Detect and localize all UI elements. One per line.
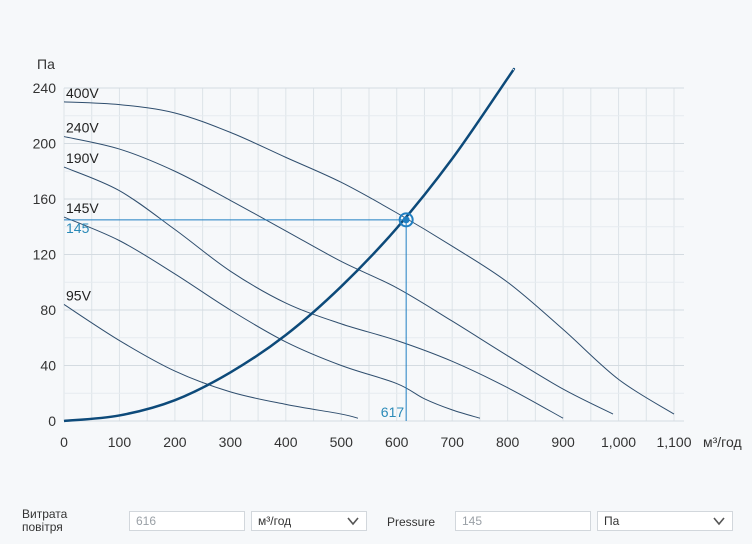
series-label-240V: 240V <box>66 120 99 136</box>
series-label-400V: 400V <box>66 85 99 101</box>
operating-point-ring <box>398 212 414 228</box>
x-tick-label: 700 <box>441 434 465 450</box>
fan-curve-240V-line <box>63 136 614 415</box>
fan-curve-400V-line <box>63 101 675 415</box>
series-label-95V: 95V <box>66 287 92 303</box>
x-tick-label: 400 <box>274 434 298 450</box>
pressure-unit-value: Па <box>604 514 620 528</box>
x-axis-label: м³/год <box>703 434 742 450</box>
fan-curve-190V-line <box>63 166 564 419</box>
y-tick-label: 240 <box>33 80 57 96</box>
x-tick-label: 1,100 <box>656 434 691 450</box>
airflow-input[interactable]: 616 <box>129 511 245 531</box>
pressure-unit-select[interactable]: Па <box>597 511 733 531</box>
x-tick-label: 500 <box>330 434 354 450</box>
x-tick-label: 600 <box>385 434 409 450</box>
operating-point-x-label: 617 <box>381 404 405 420</box>
y-tick-label: 160 <box>33 191 57 207</box>
chevron-down-icon <box>713 517 725 526</box>
x-tick-label: 100 <box>108 434 132 450</box>
series-label-145V: 145V <box>66 200 99 216</box>
x-tick-label: 900 <box>551 434 575 450</box>
y-tick-label: 0 <box>48 413 56 429</box>
operating-point-dot <box>402 216 410 224</box>
airflow-unit-value: м³/год <box>258 514 292 528</box>
fan-curve-145V-line <box>63 216 481 419</box>
chevron-down-icon <box>347 517 359 526</box>
system-curve-line <box>63 67 516 423</box>
x-tick-label: 0 <box>60 434 68 450</box>
series-label-190V: 190V <box>66 150 99 166</box>
x-tick-label: 300 <box>219 434 243 450</box>
fan-curve-95V-line <box>63 304 359 419</box>
airflow-label: Витрата повітря <box>22 507 68 534</box>
pressure-label: Pressure <box>387 515 436 529</box>
x-tick-label: 800 <box>496 434 520 450</box>
y-axis-label: Па <box>37 56 55 72</box>
y-tick-label: 80 <box>40 302 56 318</box>
y-tick-label: 200 <box>33 136 57 152</box>
x-tick-label: 1,000 <box>601 434 636 450</box>
controls-bar: Витрата повітря 616 м³/год Pressure 145 … <box>0 505 752 541</box>
fan-performance-chart: 0 100 200 300 400 500 600 700 800 900 1,000 1,100 0 4… <box>33 56 742 450</box>
airflow-unit-select[interactable]: м³/год <box>251 511 367 531</box>
operating-point-y-label: 145 <box>66 220 90 236</box>
pressure-input[interactable]: 145 <box>455 511 591 531</box>
y-tick-label: 120 <box>33 247 57 263</box>
y-tick-label: 40 <box>40 358 56 374</box>
x-tick-label: 200 <box>163 434 187 450</box>
